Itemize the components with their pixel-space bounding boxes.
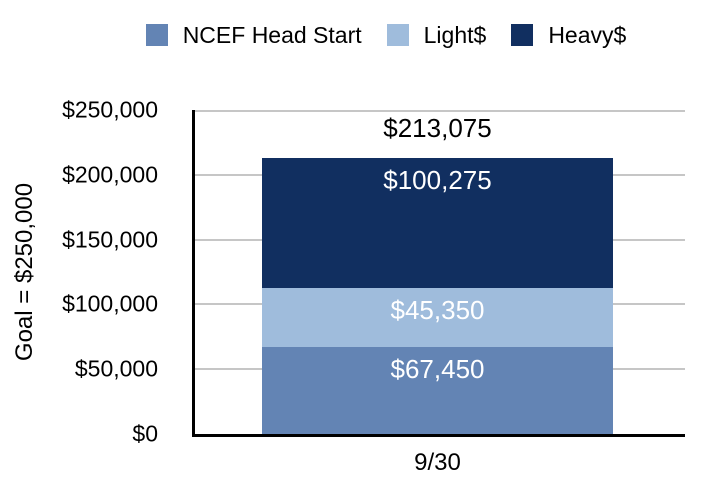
bar-segment-2: $100,275	[262, 157, 613, 288]
x-axis-tick-label: 9/30	[414, 449, 461, 476]
bar-segment-0: $67,450	[262, 346, 613, 434]
legend-swatch-heavy-icon	[511, 24, 534, 46]
bar-segment-1: $45,350	[262, 287, 613, 347]
y-tick-label: $100,000	[62, 290, 158, 317]
total-label: $213,075	[383, 112, 492, 143]
y-tick-label: $50,000	[74, 355, 158, 382]
legend-label-ncef-head-start: NCEF Head Start	[182, 22, 362, 48]
legend-label-heavy: Heavy$	[548, 22, 627, 48]
bar-segment-value-label: $45,350	[390, 294, 485, 325]
legend-swatch-ncef-head-start-icon	[145, 24, 168, 46]
y-tick-label: $0	[132, 420, 158, 447]
legend-item-ncef-head-start: NCEF Head Start	[145, 22, 362, 48]
legend-label-light: Light$	[423, 22, 487, 48]
y-axis-tick-labels: $250,000 $200,000 $150,000 $100,000 $50,000 $…	[0, 97, 158, 447]
y-tick-label: $200,000	[62, 161, 158, 188]
gridline	[195, 110, 685, 112]
plot-area: $67,450 $45,350 $100,275 $213,075	[192, 110, 685, 437]
legend: NCEF Head Start Light$ Heavy$	[70, 22, 702, 48]
legend-item-heavy: Heavy$	[511, 22, 626, 48]
bar-segment-value-label: $100,275	[383, 164, 492, 195]
legend-item-light: Light$	[386, 22, 487, 48]
stacked-bar: $67,450 $45,350 $100,275	[262, 157, 613, 434]
bar-segment-value-label: $67,450	[390, 353, 485, 384]
legend-swatch-light-icon	[386, 24, 409, 46]
y-tick-label: $150,000	[62, 226, 158, 253]
y-tick-label: $250,000	[62, 96, 158, 123]
